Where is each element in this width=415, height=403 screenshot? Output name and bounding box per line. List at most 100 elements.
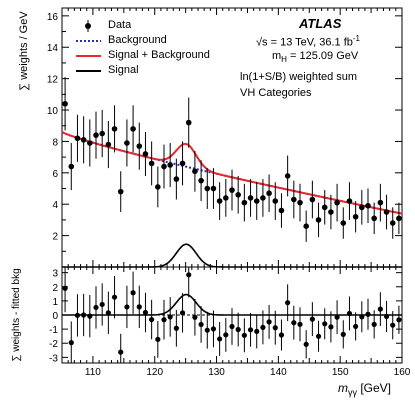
residual-point — [149, 316, 155, 323]
residual-point — [118, 349, 124, 355]
residual-point — [235, 326, 241, 333]
data-point — [216, 198, 223, 204]
residual-point — [266, 319, 272, 325]
legend-signal-label: Signal — [108, 64, 139, 76]
residual-point — [210, 326, 217, 332]
higgs-mass-label: mH = 125.09 GeV — [272, 50, 359, 65]
residual-point — [93, 304, 99, 311]
residual-point — [192, 314, 198, 320]
data-point — [365, 202, 371, 209]
residual-y-tick-label: -1 — [49, 325, 58, 336]
data-point — [185, 119, 192, 126]
x-tick-label: 150 — [332, 367, 349, 378]
residual-point — [198, 321, 204, 328]
data-point — [192, 168, 198, 175]
data-point — [321, 204, 328, 211]
data-point — [105, 141, 112, 148]
data-point — [161, 163, 167, 170]
residual-point — [81, 312, 87, 318]
legend-markers — [76, 20, 101, 72]
data-point — [136, 143, 143, 149]
residual-point — [161, 317, 167, 323]
main-y-tick-label: 8 — [52, 137, 58, 148]
data-point — [80, 137, 87, 143]
residual-y-tick-label: 0 — [52, 311, 58, 322]
residual-point — [254, 328, 260, 335]
main-y-tick-label: 2 — [52, 232, 58, 243]
residual-point — [334, 314, 340, 320]
data-point — [62, 100, 68, 107]
data-point — [117, 188, 124, 195]
residual-point — [229, 323, 235, 330]
data-point — [278, 207, 285, 214]
x-tick-label: 110 — [85, 367, 101, 378]
data-point — [328, 209, 334, 215]
experiment-label: ATLAS — [299, 16, 342, 31]
residual-point — [124, 304, 130, 310]
residual-point — [396, 317, 402, 323]
data-point — [315, 217, 322, 223]
weighting-label: ln(1+S/B) weighted sum — [240, 71, 358, 83]
main-y-axis-title: ∑ weights / GeV — [18, 11, 30, 91]
residual-point — [247, 327, 254, 333]
data-point — [229, 187, 235, 193]
residual-point — [359, 314, 365, 320]
data-point — [247, 195, 254, 201]
residual-point — [328, 324, 334, 330]
data-point — [272, 198, 279, 204]
energy-lumi-label: √s = 13 TeV, 36.1 fb-1 — [256, 34, 360, 49]
residual-point — [346, 310, 353, 317]
main-y-tick-label: 12 — [47, 75, 59, 86]
x-tick-label: 120 — [146, 367, 163, 378]
data-point — [396, 215, 402, 222]
residual-y-tick-label: 1 — [52, 297, 58, 308]
data-point — [340, 220, 347, 226]
main-data-points — [62, 77, 402, 242]
residual-point — [130, 290, 136, 296]
data-point — [179, 160, 186, 167]
data-point — [74, 135, 81, 142]
residual-point — [173, 325, 179, 331]
data-point — [383, 209, 390, 215]
residual-y-tick-label: 3 — [52, 269, 58, 280]
data-point — [297, 199, 303, 206]
data-point — [148, 160, 155, 167]
x-tick-label: 140 — [270, 367, 287, 378]
x-axis-title: mγγ [GeV] — [338, 381, 392, 398]
data-point — [198, 177, 204, 184]
data-point — [111, 126, 118, 132]
data-point — [291, 196, 297, 203]
data-point — [253, 198, 260, 204]
residual-point — [68, 340, 74, 346]
main-y-tick-label: 16 — [47, 12, 59, 23]
residual-point — [278, 332, 285, 338]
residual-point — [111, 294, 118, 300]
residual-point — [383, 313, 390, 320]
residual-y-tick-label: -3 — [49, 353, 58, 364]
residual-point — [223, 332, 229, 338]
residual-point — [167, 314, 173, 320]
x-tick-label: 160 — [394, 367, 411, 378]
residual-y-tick-label: -2 — [49, 339, 58, 350]
data-point — [235, 191, 241, 198]
residual-point — [186, 272, 192, 278]
residual-point — [303, 341, 309, 347]
data-point — [155, 184, 161, 190]
legend-data-label: Data — [108, 19, 132, 31]
residual-point — [155, 336, 161, 342]
data-point — [142, 151, 149, 157]
data-point — [87, 140, 93, 146]
residual-y-tick-label: 2 — [52, 283, 58, 294]
data-point — [68, 163, 75, 170]
residual-point — [217, 336, 223, 342]
data-point — [309, 196, 316, 203]
data-point — [124, 140, 130, 146]
x-tick-label: 130 — [208, 367, 225, 378]
signal-curve — [62, 243, 402, 268]
data-point — [346, 198, 353, 204]
residual-point — [365, 311, 371, 317]
legend-sb-label: Signal + Background — [108, 49, 210, 61]
residual-point — [62, 285, 68, 291]
data-point — [284, 173, 291, 179]
